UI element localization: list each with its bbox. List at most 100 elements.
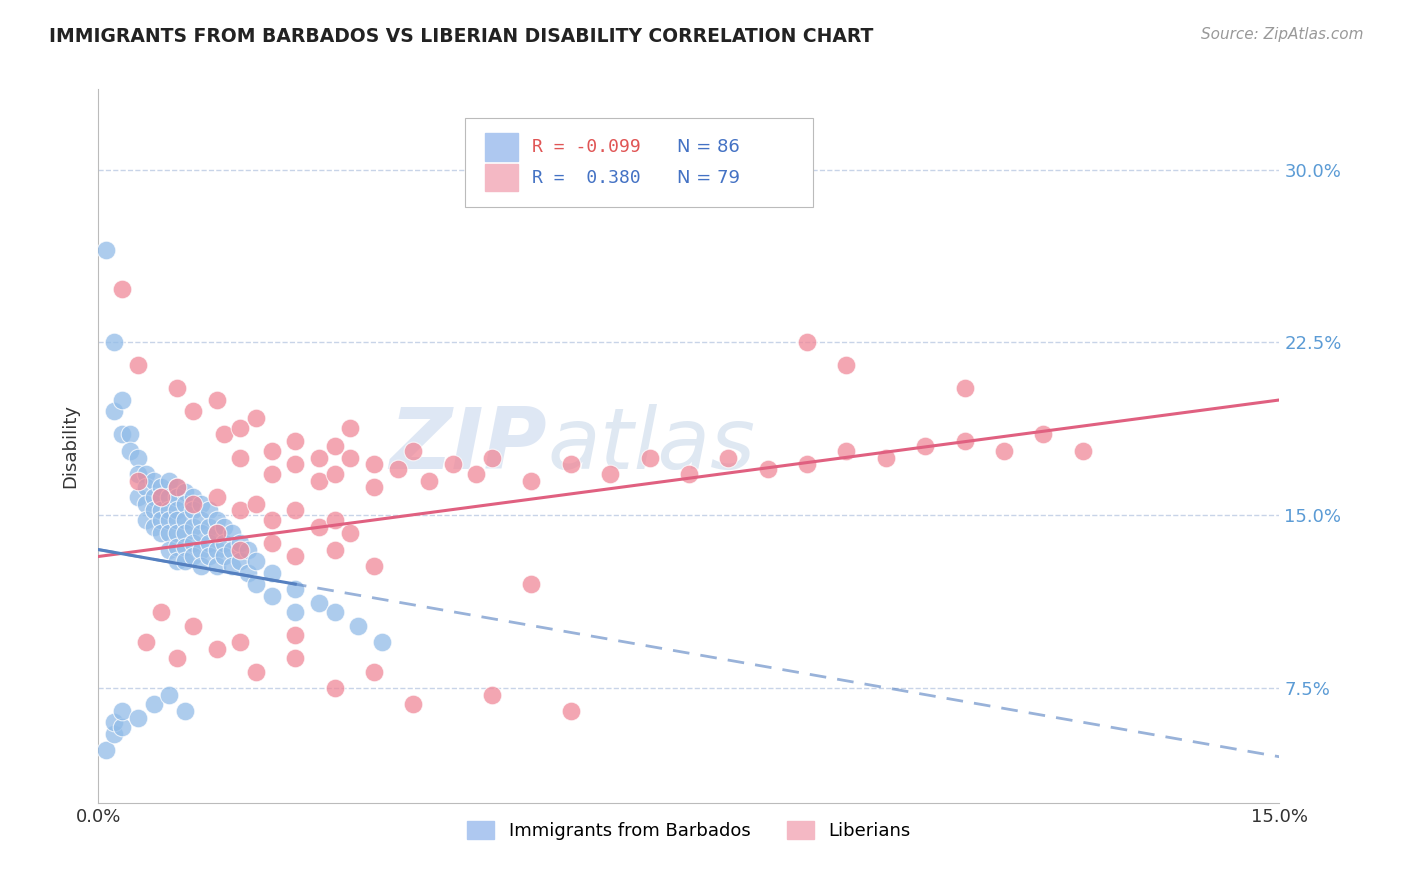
Point [1032,427,1054,442]
Point [174,513,197,527]
Point [214,535,236,549]
Point [520,474,543,488]
Point [127,359,149,373]
Point [190,497,212,511]
Point [229,554,252,568]
Point [323,513,346,527]
Point [150,526,173,541]
Point [111,283,134,297]
Point [418,474,440,488]
Point [284,503,307,517]
Point [111,392,134,407]
Point [127,474,149,488]
Point [135,467,157,481]
Point [166,541,188,555]
Point [111,427,134,442]
Point [560,458,582,472]
Point [118,443,141,458]
Point [339,526,361,541]
Point [103,404,125,418]
Point [284,628,307,642]
Point [638,450,661,465]
Point [205,542,228,557]
Point [481,688,503,702]
Point [520,577,543,591]
Point [387,462,409,476]
Point [323,467,346,481]
Point [214,549,236,564]
Point [166,526,188,541]
Point [166,650,188,665]
Point [214,427,236,442]
Point [127,490,149,504]
Point [323,681,346,695]
Point [157,688,180,702]
Point [142,503,165,517]
Point [229,634,252,648]
Point [181,404,204,418]
Point [197,519,219,533]
Point [166,480,188,494]
Point [135,513,157,527]
Text: N = 79: N = 79 [678,169,740,186]
Point [347,618,370,632]
Point [284,549,307,564]
Point [205,490,228,504]
Point [402,443,425,458]
Point [363,458,385,472]
Point [150,513,173,527]
Point [835,359,858,373]
Point [190,513,212,527]
Point [150,480,173,494]
Point [308,450,330,465]
Point [441,458,464,472]
Point [284,605,307,619]
Point [205,392,228,407]
Point [323,542,346,557]
Point [174,497,197,511]
Point [157,490,180,504]
Point [96,244,118,258]
Point [1071,443,1094,458]
Point [205,513,228,527]
Point [205,526,228,541]
Point [142,519,165,533]
Point [339,420,361,434]
Point [142,697,165,711]
Point [181,490,204,504]
Point [166,554,188,568]
Point [166,480,188,494]
Point [875,450,897,465]
Point [993,443,1015,458]
Point [284,458,307,472]
Point [135,480,157,494]
Point [96,743,118,757]
Point [181,618,204,632]
Point [835,443,858,458]
Point [245,411,267,425]
Point [127,711,149,725]
Text: N = 86: N = 86 [678,138,740,156]
Point [135,634,157,648]
Point [323,439,346,453]
Point [560,704,582,718]
Point [205,526,228,541]
Bar [485,134,517,161]
Point [150,490,173,504]
Point [229,503,252,517]
Point [197,549,219,564]
Point [284,650,307,665]
Point [339,450,361,465]
Point [308,595,330,609]
Point [229,420,252,434]
Point [181,497,204,511]
Y-axis label: Disability: Disability [62,404,80,488]
Point [205,558,228,573]
Point [953,381,976,395]
Point [174,541,197,555]
Point [465,467,488,481]
Point [190,526,212,541]
Point [678,467,700,481]
Point [166,490,188,504]
Text: R =  0.380: R = 0.380 [531,169,641,186]
